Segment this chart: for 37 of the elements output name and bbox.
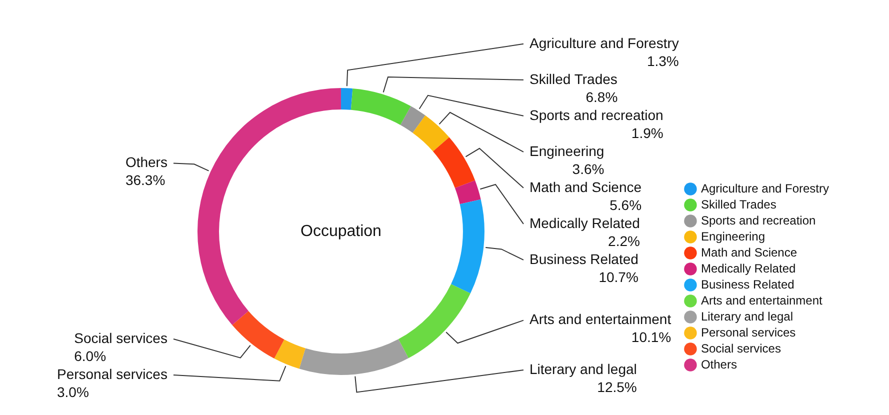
data-label: 36.3% bbox=[125, 172, 166, 188]
legend-label: Arts and entertainment bbox=[700, 293, 824, 308]
slice-label: Personal services bbox=[56, 366, 168, 382]
slice-label: Skilled Trades bbox=[529, 70, 618, 87]
text: Occupation bbox=[300, 222, 382, 240]
legend-label: Math and Science bbox=[700, 245, 798, 260]
legend-label: Skilled Trades bbox=[700, 197, 776, 212]
data-label: 10.7% bbox=[598, 268, 638, 285]
legend-label: Personal services bbox=[700, 325, 796, 340]
slice-label: Others bbox=[125, 154, 168, 170]
slice-label: Agriculture and Forestry bbox=[529, 34, 679, 51]
slice-label: Literary and legal bbox=[529, 360, 637, 377]
data-label: 1.3% bbox=[646, 52, 679, 69]
data-label: 12.5% bbox=[597, 378, 637, 395]
legend-label: Medically Related bbox=[700, 261, 796, 276]
legend-label: Engineering bbox=[700, 229, 766, 244]
legend-label: Literary and legal bbox=[700, 309, 794, 324]
slice-label: Medically Related bbox=[529, 214, 640, 231]
legend-label: Sports and recreation bbox=[700, 213, 816, 228]
legend-label: Others bbox=[700, 357, 737, 372]
slice-label: Arts and entertainment bbox=[529, 311, 672, 328]
legend-label: Agriculture and Forestry bbox=[700, 181, 830, 196]
slice-label: Sports and recreation bbox=[529, 106, 664, 123]
data-label: 1.9% bbox=[631, 124, 664, 141]
data-label: 6.8% bbox=[586, 88, 618, 105]
data-label: 10.1% bbox=[631, 329, 672, 346]
slice-label: Social services bbox=[74, 330, 168, 346]
legend-label: Social services bbox=[700, 341, 781, 356]
data-label: 5.6% bbox=[610, 196, 642, 213]
slice-label: Math and Science bbox=[529, 178, 642, 195]
data-label: 2.2% bbox=[608, 232, 640, 249]
data-label: 6.0% bbox=[74, 348, 106, 364]
slice-label: Business Related bbox=[529, 250, 638, 267]
data-label: 3.0% bbox=[56, 384, 89, 400]
slice-label: Engineering bbox=[529, 142, 604, 159]
legend-label: Business Related bbox=[700, 277, 794, 292]
data-label: 3.6% bbox=[572, 160, 604, 177]
